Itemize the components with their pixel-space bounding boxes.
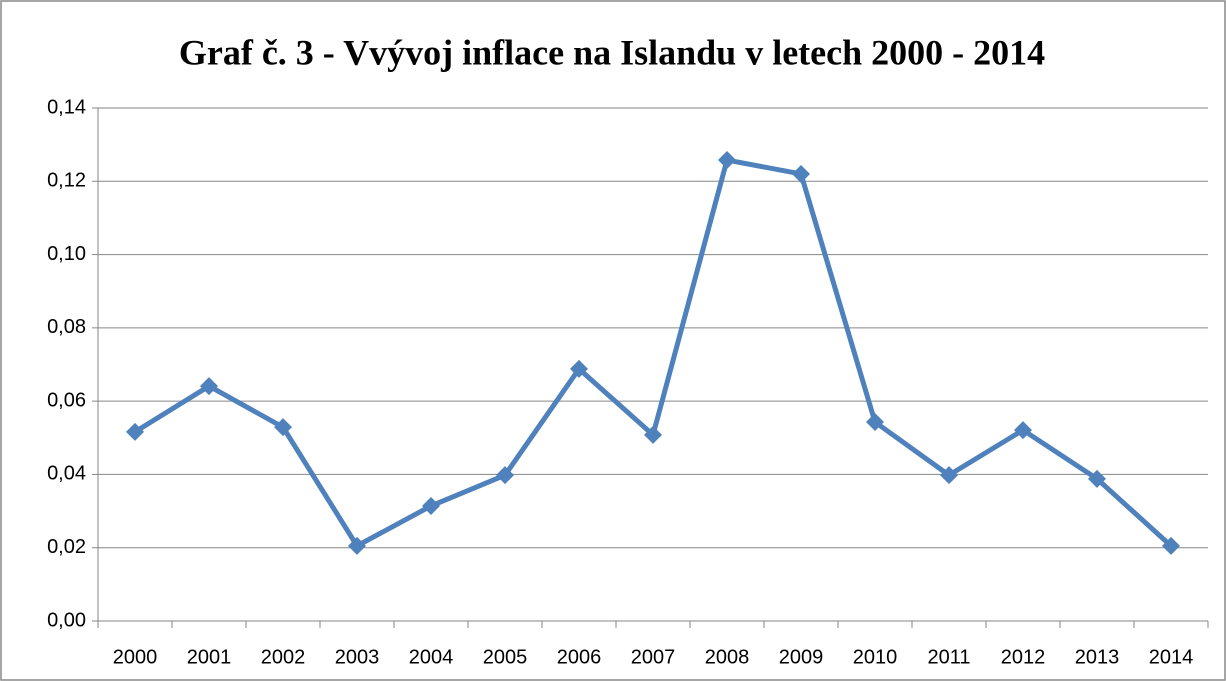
y-tick-label: 0,06: [47, 389, 86, 411]
x-tick-label: 2006: [557, 646, 602, 668]
marker: [1162, 536, 1180, 555]
marker: [570, 359, 588, 378]
marker: [422, 496, 440, 515]
marker: [940, 466, 958, 485]
x-tick-label: 2005: [483, 646, 528, 668]
y-tick-label: 0,00: [47, 609, 86, 631]
x-tick-label: 2012: [1001, 646, 1046, 668]
x-tick-label: 2000: [113, 646, 158, 668]
marker: [274, 418, 292, 437]
chart-title: Graf č. 3 - Vvývoj inflace na Islandu v …: [179, 32, 1045, 72]
marker: [718, 151, 736, 170]
marker: [1014, 421, 1032, 440]
y-tick-label: 0,14: [47, 96, 86, 118]
marker: [496, 466, 514, 485]
x-tick-label: 2008: [705, 646, 750, 668]
marker: [866, 413, 884, 432]
y-tick-label: 0,08: [47, 316, 86, 338]
x-tick-label: 2009: [779, 646, 824, 668]
x-tick-label: 2001: [187, 646, 232, 668]
marker: [126, 422, 144, 441]
y-tick-label: 0,04: [47, 463, 86, 485]
marker: [348, 536, 366, 555]
x-tick-label: 2007: [631, 646, 676, 668]
marker: [644, 425, 662, 444]
y-tick-label: 0,10: [47, 243, 86, 265]
marker: [1088, 469, 1106, 488]
marker: [792, 164, 810, 183]
marker: [200, 377, 218, 396]
y-tick-label: 0,12: [47, 170, 86, 192]
x-tick-label: 2011: [927, 646, 970, 668]
x-tick-label: 2014: [1149, 646, 1194, 668]
x-tick-label: 2003: [335, 646, 380, 668]
x-tick-label: 2002: [261, 646, 306, 668]
x-tick-label: 2010: [853, 646, 898, 668]
y-tick-label: 0,02: [47, 536, 86, 558]
x-tick-label: 2013: [1075, 646, 1120, 668]
x-tick-label: 2004: [409, 646, 454, 668]
